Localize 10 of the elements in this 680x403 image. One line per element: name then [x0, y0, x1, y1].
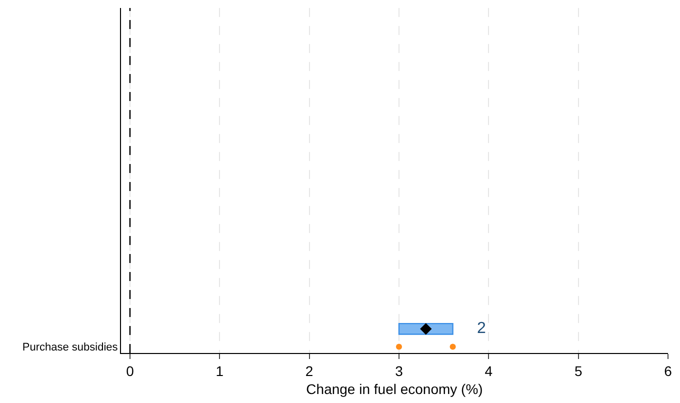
- x-tick-label: 5: [574, 362, 582, 379]
- x-axis-title: Change in fuel economy (%): [306, 381, 483, 398]
- y-tick-label: Purchase subsidies: [22, 342, 118, 354]
- x-tick-label: 3: [395, 362, 404, 379]
- x-tick-label: 2: [305, 362, 314, 379]
- annotation: 2: [477, 320, 486, 337]
- x-tick-label: 6: [664, 362, 672, 379]
- x-tick-label: 1: [216, 362, 224, 379]
- x-tick-label: 0: [126, 362, 134, 379]
- x-tick-label: 4: [484, 362, 493, 379]
